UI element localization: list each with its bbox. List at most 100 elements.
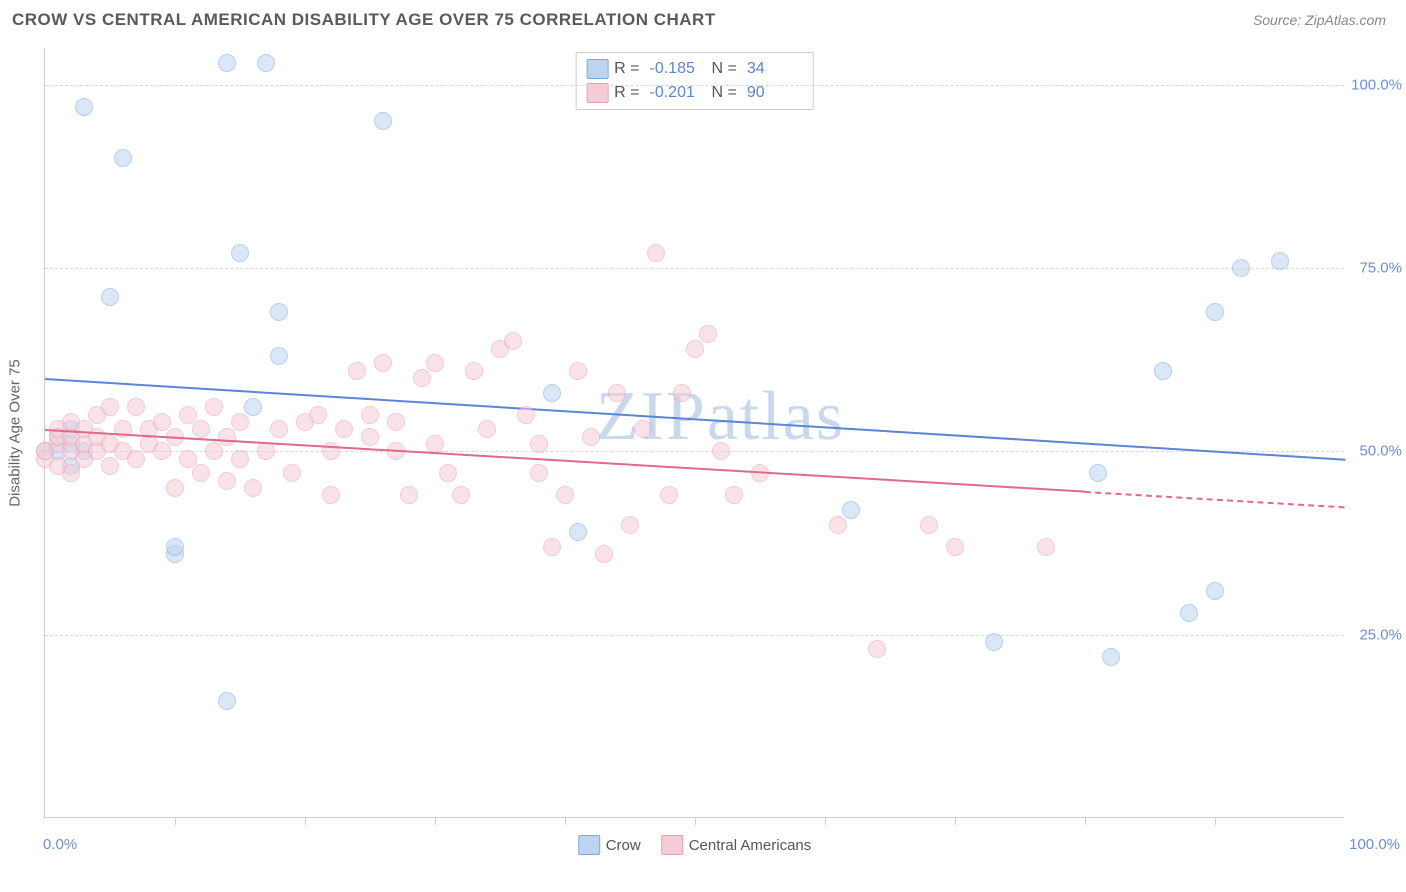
legend-label: Crow — [606, 837, 641, 854]
scatter-point — [556, 486, 574, 504]
scatter-point — [647, 244, 665, 262]
x-axis-min-label: 0.0% — [43, 836, 77, 853]
scatter-point — [283, 464, 301, 482]
scatter-point — [101, 288, 119, 306]
scatter-point — [205, 398, 223, 416]
scatter-point — [153, 442, 171, 460]
scatter-point — [569, 523, 587, 541]
scatter-point — [400, 486, 418, 504]
x-tick — [1085, 817, 1086, 825]
scatter-point — [712, 442, 730, 460]
scatter-point — [530, 464, 548, 482]
scatter-point — [1102, 648, 1120, 666]
scatter-point — [985, 633, 1003, 651]
scatter-point — [335, 420, 353, 438]
scatter-point — [686, 340, 704, 358]
scatter-point — [101, 457, 119, 475]
scatter-point — [660, 486, 678, 504]
scatter-point — [608, 384, 626, 402]
scatter-point — [1180, 604, 1198, 622]
scatter-point — [218, 472, 236, 490]
r-label: R = — [614, 60, 639, 78]
x-tick — [435, 817, 436, 825]
legend-swatch — [586, 83, 608, 103]
y-tick-label: 50.0% — [1359, 443, 1402, 460]
scatter-point — [465, 362, 483, 380]
scatter-point — [673, 384, 691, 402]
scatter-point — [1271, 252, 1289, 270]
scatter-point — [257, 442, 275, 460]
legend-swatch — [586, 59, 608, 79]
scatter-point — [218, 428, 236, 446]
y-tick-label: 100.0% — [1351, 76, 1402, 93]
scatter-point — [192, 464, 210, 482]
x-tick — [305, 817, 306, 825]
scatter-point — [270, 420, 288, 438]
n-value: 90 — [747, 84, 803, 102]
n-label: N = — [712, 84, 737, 102]
scatter-point — [543, 538, 561, 556]
scatter-point — [62, 464, 80, 482]
legend-item: Crow — [578, 835, 641, 855]
trend-line — [1085, 491, 1345, 508]
scatter-point — [205, 442, 223, 460]
source-label: Source: ZipAtlas.com — [1253, 12, 1386, 28]
scatter-point — [166, 479, 184, 497]
x-tick — [825, 817, 826, 825]
scatter-point — [166, 538, 184, 556]
scatter-point — [231, 450, 249, 468]
scatter-point — [270, 303, 288, 321]
scatter-point — [231, 413, 249, 431]
scatter-point — [413, 369, 431, 387]
y-tick-label: 25.0% — [1359, 626, 1402, 643]
scatter-point — [504, 332, 522, 350]
x-tick — [955, 817, 956, 825]
legend-swatch — [578, 835, 600, 855]
scatter-point — [361, 406, 379, 424]
r-value: -0.201 — [650, 84, 706, 102]
scatter-point — [621, 516, 639, 534]
scatter-point — [543, 384, 561, 402]
scatter-point — [322, 486, 340, 504]
scatter-point — [725, 486, 743, 504]
x-tick — [1215, 817, 1216, 825]
scatter-point — [270, 347, 288, 365]
scatter-point — [348, 362, 366, 380]
legend-item: Central Americans — [661, 835, 812, 855]
scatter-point — [244, 479, 262, 497]
scatter-point — [530, 435, 548, 453]
scatter-point — [231, 244, 249, 262]
gridline — [45, 85, 1344, 86]
x-tick — [695, 817, 696, 825]
x-tick — [565, 817, 566, 825]
scatter-point — [374, 354, 392, 372]
x-axis-max-label: 100.0% — [1349, 836, 1400, 853]
scatter-point — [101, 398, 119, 416]
scatter-point — [478, 420, 496, 438]
y-tick-label: 75.0% — [1359, 260, 1402, 277]
scatter-point — [127, 398, 145, 416]
x-tick — [175, 817, 176, 825]
r-label: R = — [614, 84, 639, 102]
scatter-point — [842, 501, 860, 519]
gridline — [45, 268, 1344, 269]
scatter-chart: Disability Age Over 75 ZIPatlas R =-0.18… — [44, 48, 1344, 818]
scatter-point — [218, 54, 236, 72]
scatter-point — [1089, 464, 1107, 482]
scatter-point — [699, 325, 717, 343]
n-value: 34 — [747, 60, 803, 78]
scatter-point — [114, 149, 132, 167]
scatter-point — [920, 516, 938, 534]
scatter-point — [218, 692, 236, 710]
y-axis-title: Disability Age Over 75 — [7, 359, 24, 507]
scatter-point — [595, 545, 613, 563]
scatter-point — [309, 406, 327, 424]
trend-line — [45, 429, 1085, 493]
scatter-point — [257, 54, 275, 72]
scatter-point — [1232, 259, 1250, 277]
n-label: N = — [712, 60, 737, 78]
series-legend: Crow Central Americans — [578, 835, 812, 855]
scatter-point — [868, 640, 886, 658]
gridline — [45, 635, 1344, 636]
legend-swatch — [661, 835, 683, 855]
